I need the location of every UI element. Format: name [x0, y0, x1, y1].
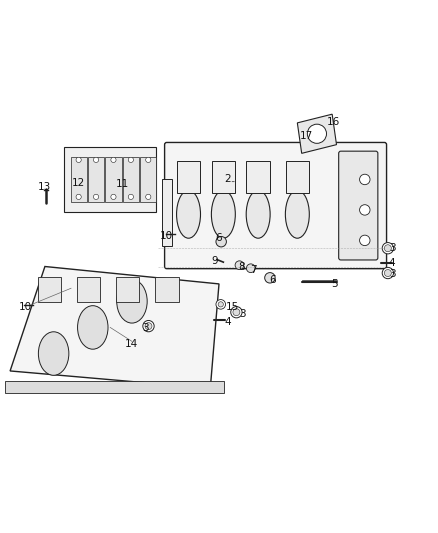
Circle shape [143, 320, 154, 332]
Text: 3: 3 [142, 324, 148, 333]
FancyBboxPatch shape [71, 157, 87, 201]
Circle shape [218, 302, 223, 307]
FancyBboxPatch shape [339, 151, 378, 260]
Circle shape [111, 157, 116, 163]
Circle shape [247, 264, 255, 272]
FancyBboxPatch shape [155, 277, 179, 302]
FancyBboxPatch shape [116, 277, 139, 302]
Text: 17: 17 [300, 131, 314, 141]
Circle shape [385, 245, 391, 252]
Polygon shape [10, 266, 219, 389]
Circle shape [307, 124, 326, 143]
FancyBboxPatch shape [140, 157, 156, 201]
Text: 3: 3 [240, 309, 246, 319]
Circle shape [93, 157, 99, 163]
Ellipse shape [78, 305, 108, 349]
Circle shape [145, 322, 152, 329]
Text: 12: 12 [72, 178, 85, 188]
Circle shape [385, 270, 391, 277]
Circle shape [216, 237, 226, 247]
Circle shape [76, 194, 81, 199]
Text: 13: 13 [37, 182, 51, 192]
Circle shape [360, 205, 370, 215]
Ellipse shape [117, 279, 147, 323]
Text: 11: 11 [116, 179, 129, 189]
Ellipse shape [246, 190, 270, 238]
Text: 16: 16 [326, 117, 339, 127]
Circle shape [76, 157, 81, 163]
Circle shape [146, 157, 151, 163]
Circle shape [231, 306, 242, 318]
FancyBboxPatch shape [38, 277, 61, 302]
Circle shape [265, 272, 275, 283]
Text: 7: 7 [251, 265, 257, 275]
Text: 4: 4 [389, 259, 396, 269]
FancyBboxPatch shape [106, 157, 121, 201]
FancyBboxPatch shape [247, 161, 270, 193]
FancyBboxPatch shape [77, 277, 100, 302]
FancyBboxPatch shape [5, 382, 224, 393]
FancyBboxPatch shape [165, 142, 387, 269]
FancyBboxPatch shape [88, 157, 104, 201]
Circle shape [146, 194, 151, 199]
Ellipse shape [39, 332, 69, 375]
Circle shape [382, 268, 393, 279]
Circle shape [233, 309, 240, 316]
Circle shape [360, 174, 370, 184]
Text: 2: 2 [224, 174, 231, 184]
Circle shape [216, 300, 226, 309]
Text: 6: 6 [269, 275, 276, 285]
Circle shape [235, 261, 244, 270]
FancyBboxPatch shape [123, 157, 139, 201]
Ellipse shape [286, 190, 309, 238]
Circle shape [382, 243, 393, 254]
FancyBboxPatch shape [162, 179, 172, 246]
FancyBboxPatch shape [64, 147, 156, 212]
Text: 6: 6 [215, 233, 222, 243]
Text: 5: 5 [331, 279, 338, 289]
Text: 10: 10 [19, 302, 32, 312]
Text: 4: 4 [224, 317, 231, 327]
Text: 14: 14 [124, 339, 138, 349]
Circle shape [93, 194, 99, 199]
FancyBboxPatch shape [286, 161, 309, 193]
Ellipse shape [212, 190, 235, 238]
Text: 10: 10 [160, 231, 173, 240]
Polygon shape [297, 114, 336, 154]
Circle shape [360, 235, 370, 246]
Circle shape [111, 194, 116, 199]
Text: 3: 3 [389, 243, 396, 253]
Text: 3: 3 [389, 269, 396, 279]
Text: 15: 15 [226, 302, 239, 312]
Text: 9: 9 [212, 256, 219, 266]
FancyBboxPatch shape [212, 161, 235, 193]
Text: 8: 8 [238, 262, 244, 272]
Circle shape [128, 157, 134, 163]
Circle shape [128, 194, 134, 199]
Ellipse shape [177, 190, 201, 238]
FancyBboxPatch shape [177, 161, 200, 193]
